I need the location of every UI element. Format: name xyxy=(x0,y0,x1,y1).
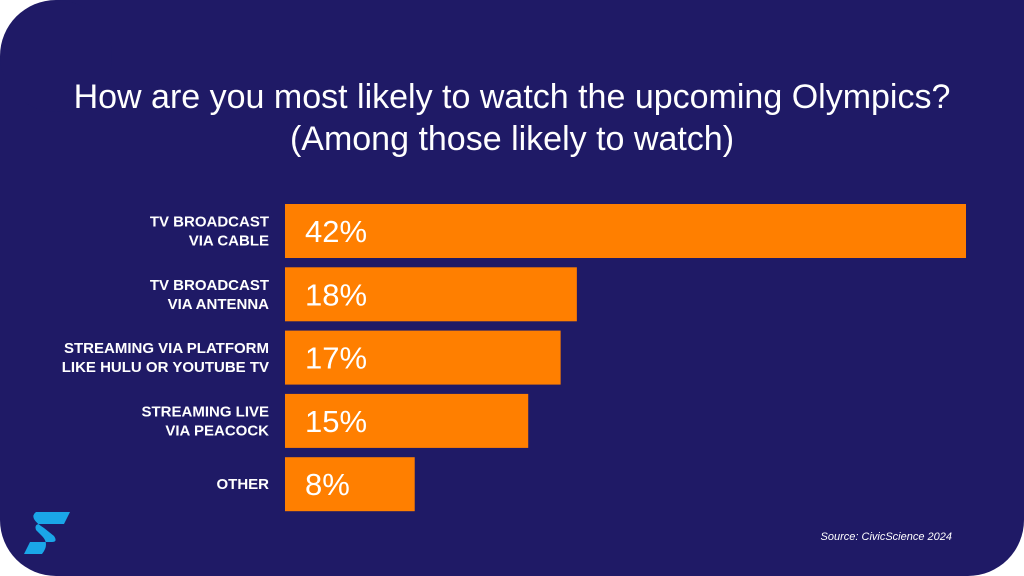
bar xyxy=(285,393,529,448)
bar xyxy=(285,267,577,322)
card-corner xyxy=(0,0,112,112)
category-label: STREAMING VIA PLATFORM LIKE HULU OR YOUTU… xyxy=(62,340,269,376)
category-label: TV BROADCAST VIA CABLE xyxy=(150,214,269,250)
bar-value-label: 8% xyxy=(305,467,350,502)
chart-title-block: How are you most likely to watch the upc… xyxy=(0,76,1024,160)
bar-value-label: 18% xyxy=(305,277,367,312)
category-label-line: VIA ANTENNA xyxy=(168,296,270,313)
category-label: STREAMING LIVE VIA PEACOCK xyxy=(141,403,269,439)
bar xyxy=(285,204,966,258)
chart-title: How are you most likely to watch the upc… xyxy=(73,78,951,116)
card-corner xyxy=(968,0,1024,56)
source-note: Source: CivicScience 2024 xyxy=(820,531,952,543)
chart-subtitle: (Among those likely to watch) xyxy=(289,120,735,158)
bar-value-label: 17% xyxy=(305,341,367,376)
bar-value-label: 42% xyxy=(305,214,367,249)
bar xyxy=(285,457,415,512)
category-label-line: OTHER xyxy=(217,476,270,493)
category-label: TV BROADCAST VIA ANTENNA xyxy=(150,277,269,313)
category-label: OTHER xyxy=(217,476,270,493)
civicscience-s-logo-icon xyxy=(24,512,70,554)
category-label-line: VIA CABLE xyxy=(189,233,269,250)
category-label-line: VIA PEACOCK xyxy=(165,422,269,439)
bar-value-label: 15% xyxy=(305,404,367,439)
category-label-line: STREAMING VIA PLATFORM xyxy=(64,340,269,357)
category-label-line: STREAMING LIVE xyxy=(141,403,269,420)
category-label-line: TV BROADCAST xyxy=(150,214,269,231)
bar xyxy=(285,330,561,385)
category-label-line: LIKE HULU OR YOUTUBE TV xyxy=(62,359,269,376)
category-label-line: TV BROADCAST xyxy=(150,277,269,294)
